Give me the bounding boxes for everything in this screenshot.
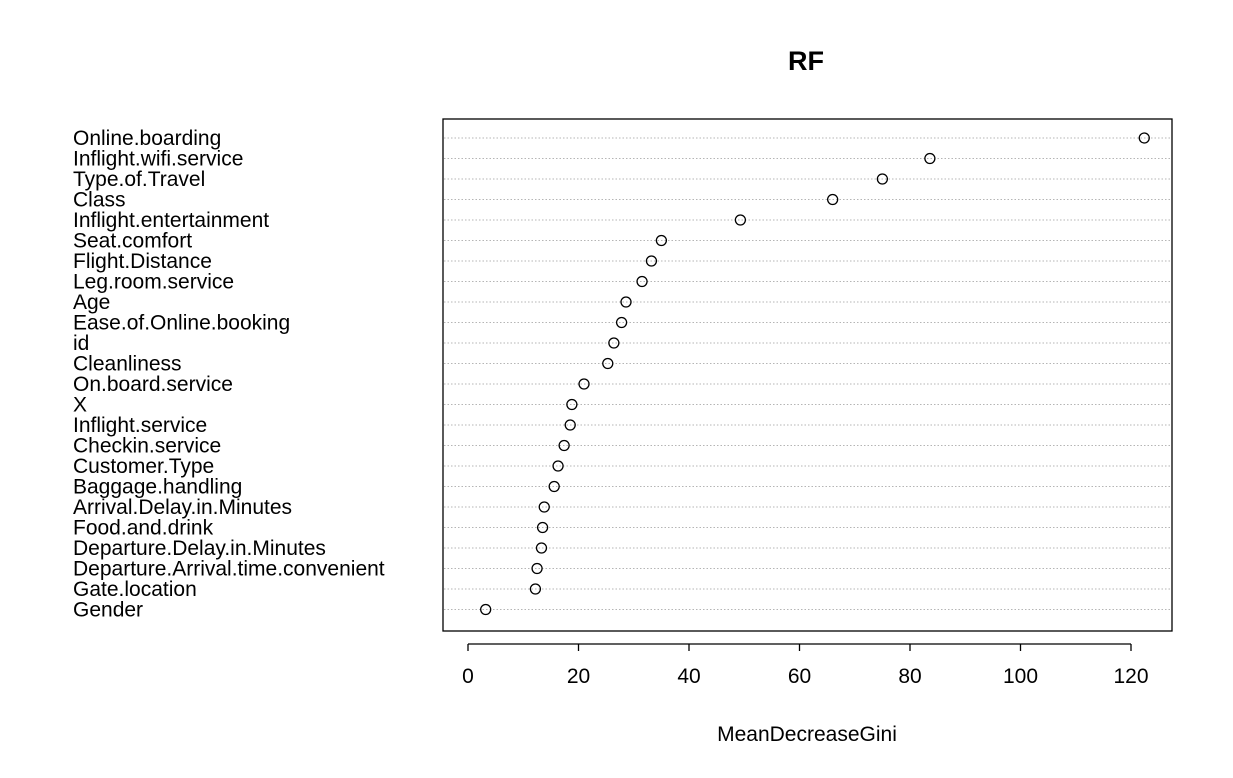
row-label: Cleanliness xyxy=(73,353,182,376)
data-point xyxy=(924,152,936,165)
data-point xyxy=(552,460,564,472)
data-point xyxy=(620,296,632,308)
row-label: Type.of.Travel xyxy=(73,168,205,191)
row-label: Departure.Delay.in.Minutes xyxy=(73,537,326,560)
data-point xyxy=(615,316,628,329)
row-label: Gate.location xyxy=(73,578,197,601)
data-point xyxy=(566,398,578,411)
gridlines xyxy=(444,137,1171,610)
data-point xyxy=(734,214,747,226)
row-label: On.board.service xyxy=(73,373,233,396)
x-tick-label: 80 xyxy=(898,665,921,688)
data-point xyxy=(535,542,548,554)
plot-frame xyxy=(442,118,1173,632)
row-label: Food.and.drink xyxy=(73,517,214,540)
data-point xyxy=(655,234,668,247)
x-axis-title: MeanDecreaseGini xyxy=(717,723,897,746)
x-tick-label: 120 xyxy=(1113,665,1148,688)
data-point xyxy=(876,173,889,185)
row-label: Checkin.service xyxy=(73,435,221,458)
data-point xyxy=(529,583,542,595)
data-point xyxy=(480,603,492,616)
x-axis: 0 20 40 60 80 100 120 xyxy=(462,643,1149,688)
row-label: id xyxy=(73,332,89,355)
data-point xyxy=(608,337,620,349)
row-label: Customer.Type xyxy=(73,455,214,478)
row-label: Inflight.wifi.service xyxy=(73,148,243,171)
data-point xyxy=(558,439,570,452)
x-tick-label: 40 xyxy=(677,665,700,688)
row-labels: Online.boardingInflight.wifi.serviceType… xyxy=(73,127,385,622)
data-point xyxy=(578,378,590,390)
data-point xyxy=(538,501,550,513)
data-points xyxy=(480,132,1150,616)
row-label: Class xyxy=(73,189,126,212)
x-tick-label: 20 xyxy=(567,665,590,688)
row-label: X xyxy=(73,394,87,417)
row-label: Inflight.service xyxy=(73,414,207,437)
row-label: Ease.of.Online.booking xyxy=(73,312,290,335)
row-label: Departure.Arrival.time.convenient xyxy=(73,558,385,581)
x-tick-label: 100 xyxy=(1003,665,1038,688)
data-point xyxy=(564,419,576,431)
row-label: Baggage.handling xyxy=(73,476,242,499)
chart-title: RF xyxy=(788,46,824,76)
data-point xyxy=(536,521,549,534)
x-tick-label: 0 xyxy=(462,665,474,688)
row-label: Leg.room.service xyxy=(73,271,234,294)
data-point xyxy=(531,562,543,575)
row-label: Age xyxy=(73,291,110,314)
row-label: Flight.Distance xyxy=(73,250,212,273)
data-point xyxy=(1138,132,1150,144)
x-tick-label: 60 xyxy=(788,665,811,688)
data-point xyxy=(602,357,614,370)
row-label: Arrival.Delay.in.Minutes xyxy=(73,496,292,519)
row-label: Gender xyxy=(73,599,143,622)
data-point xyxy=(645,255,658,267)
data-point xyxy=(636,275,648,288)
row-label: Inflight.entertainment xyxy=(73,209,269,232)
row-label: Online.boarding xyxy=(73,127,221,150)
data-point xyxy=(548,480,560,493)
data-point xyxy=(827,193,839,206)
row-label: Seat.comfort xyxy=(73,230,192,253)
